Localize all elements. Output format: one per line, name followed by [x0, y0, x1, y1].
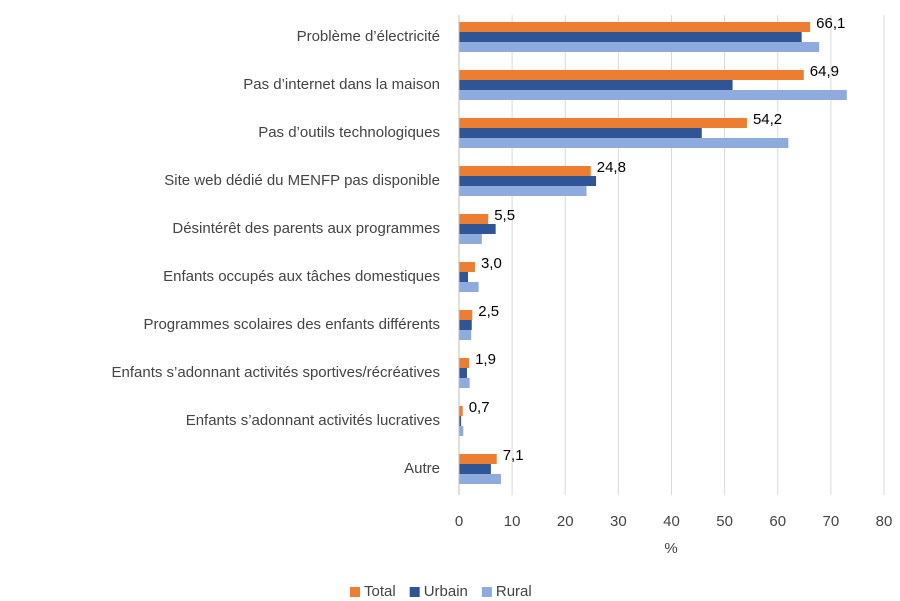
- bar: [459, 22, 811, 32]
- value-label: 5,5: [494, 207, 515, 224]
- bar: [459, 416, 462, 426]
- y-tick-label: Autre: [404, 460, 440, 477]
- legend-swatch: [481, 587, 492, 597]
- legend-swatch: [350, 587, 360, 597]
- value-label: 1,9: [475, 351, 496, 368]
- bar: [459, 214, 489, 224]
- x-tick-label: 30: [610, 513, 627, 530]
- bar: [459, 32, 802, 42]
- y-tick-label: Désintérêt des parents aux programmes: [172, 220, 440, 237]
- x-tick-label: 60: [769, 513, 786, 530]
- value-label: 0,7: [469, 399, 490, 416]
- x-tick-label: 50: [716, 513, 733, 530]
- bar: [459, 320, 472, 330]
- x-axis-label: %: [664, 540, 677, 557]
- bar: [459, 282, 479, 292]
- legend-swatch: [409, 587, 420, 597]
- y-tick-label: Pas d’internet dans la maison: [243, 76, 440, 93]
- value-label: 3,0: [481, 255, 502, 272]
- value-label: 66,1: [816, 15, 845, 32]
- bar: [459, 368, 467, 378]
- bar: [459, 474, 501, 484]
- legend-label: Urbain: [424, 583, 468, 600]
- x-tick-label: 40: [663, 513, 680, 530]
- value-label: 54,2: [753, 111, 782, 128]
- y-tick-label: Enfants s’adonnant activités sportives/r…: [112, 364, 441, 381]
- bar: [459, 166, 591, 176]
- bar: [459, 358, 470, 368]
- x-tick-label: 20: [557, 513, 574, 530]
- bar: [459, 464, 491, 474]
- bar: [459, 176, 597, 186]
- bar: [459, 406, 463, 416]
- legend-label: Total: [364, 583, 396, 600]
- y-tick-label: Problème d’électricité: [297, 28, 440, 45]
- bar: [459, 128, 702, 138]
- value-label: 2,5: [478, 303, 499, 320]
- y-tick-label: Site web dédié du MENFP pas disponible: [164, 172, 440, 189]
- value-label: 64,9: [810, 63, 839, 80]
- bar: [459, 272, 469, 282]
- bar: [459, 262, 475, 272]
- bar: [459, 90, 847, 100]
- legend-label: Rural: [496, 583, 532, 600]
- bar: [459, 426, 464, 436]
- x-tick-label: 0: [455, 513, 463, 530]
- value-label: 24,8: [597, 159, 626, 176]
- y-tick-label: Enfants occupés aux tâches domestiques: [163, 268, 440, 285]
- x-tick-label: 80: [876, 513, 893, 530]
- bar: [459, 70, 804, 80]
- bar: [459, 378, 470, 388]
- bar: [459, 454, 497, 464]
- y-tick-label: Enfants s’adonnant activités lucratives: [186, 412, 440, 429]
- y-tick-label: Programmes scolaires des enfants différe…: [143, 316, 440, 333]
- x-tick-label: 10: [504, 513, 521, 530]
- bar: [459, 80, 733, 90]
- x-tick-label: 70: [823, 513, 840, 530]
- bar: [459, 138, 789, 148]
- bar: [459, 42, 820, 52]
- y-tick-label: Pas d’outils technologiques: [258, 124, 440, 141]
- bar: [459, 186, 587, 196]
- bar: [459, 330, 472, 340]
- bar: [459, 310, 473, 320]
- value-label: 7,1: [503, 447, 524, 464]
- bar: [459, 234, 482, 244]
- bar: [459, 118, 747, 128]
- bar: [459, 224, 496, 234]
